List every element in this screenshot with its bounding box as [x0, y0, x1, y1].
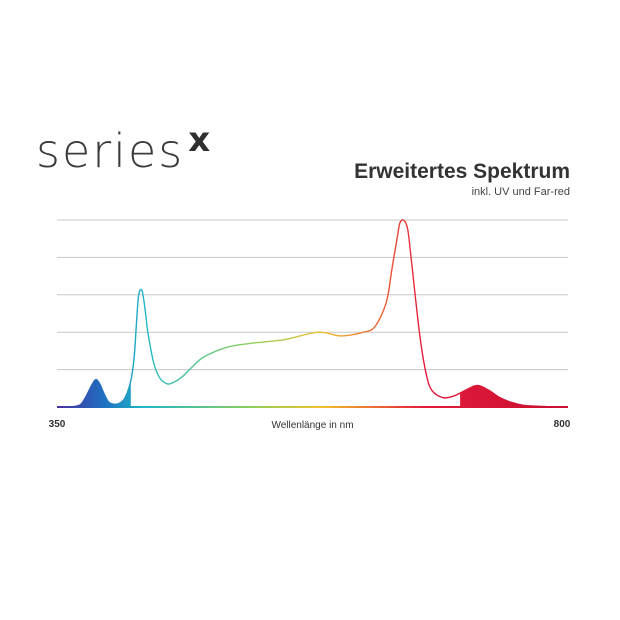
far-red-filled-area — [460, 385, 568, 407]
x-axis-label: Wellenlänge in nm — [271, 420, 353, 431]
spectrum-line — [56, 219, 568, 408]
spectrum-curve — [56, 219, 568, 408]
brand-logo-text: series — [36, 124, 185, 178]
x-tick-label-min: 350 — [49, 419, 66, 430]
brand-logo-mark: x — [188, 120, 213, 160]
spectrum-fills — [79, 379, 568, 407]
brand-logo: series x — [36, 123, 212, 174]
x-tick-label-max: 800 — [554, 419, 571, 430]
spectrum-baseline — [57, 406, 568, 408]
chart-title: Erweitertes Spektrum — [354, 160, 570, 183]
chart-subtitle: inkl. UV und Far-red — [471, 186, 570, 198]
chart-grid — [57, 219, 568, 371]
uv-filled-area — [79, 379, 131, 407]
